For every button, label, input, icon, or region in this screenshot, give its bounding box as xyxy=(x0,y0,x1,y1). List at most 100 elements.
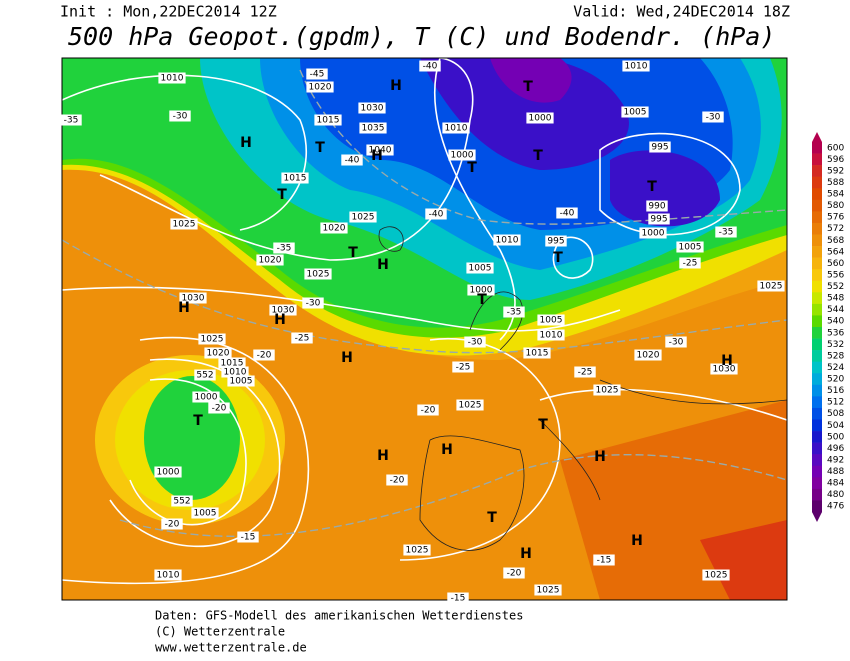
isoline-label: 1025 xyxy=(307,270,330,280)
isoline-label: 1010 xyxy=(445,124,468,134)
colorbar-label: 528 xyxy=(827,351,844,361)
isoline-label: -15 xyxy=(597,556,612,566)
footer-url: www.wetterzentrale.de xyxy=(155,641,307,655)
isoline-label: 1000 xyxy=(470,286,493,296)
pressure-center: H xyxy=(371,148,383,164)
colorbar-arrow-bottom xyxy=(812,512,822,522)
pressure-center: T xyxy=(523,79,533,95)
isoline-label: 1015 xyxy=(317,116,340,126)
isoline-label: -35 xyxy=(64,116,79,126)
map-label-box xyxy=(269,304,297,316)
map-label-box xyxy=(253,349,275,361)
colorbar-label: 480 xyxy=(827,490,844,500)
colorbar-cell xyxy=(812,257,822,270)
map-label-box xyxy=(204,347,232,359)
isoline-label: -25 xyxy=(295,334,310,344)
colorbar-cell xyxy=(812,280,822,293)
colorbar-label: 592 xyxy=(827,166,844,176)
isoline-label: 995 xyxy=(651,143,668,153)
isoline-label: 1005 xyxy=(540,316,563,326)
map-label-box xyxy=(304,268,332,280)
colorbar-label: 492 xyxy=(827,455,844,465)
isoline-label: 1020 xyxy=(309,83,332,93)
map-label-box xyxy=(169,110,191,122)
isoline-label: 1025 xyxy=(459,401,482,411)
isoline-label: 1010 xyxy=(625,62,648,72)
isoline-label: -40 xyxy=(345,156,360,166)
pressure-center: H xyxy=(341,350,353,366)
map-label-box xyxy=(679,257,701,269)
map-label-box xyxy=(192,391,220,403)
map-label-box xyxy=(574,366,596,378)
map-label-box xyxy=(467,284,495,296)
colorbar-label: 500 xyxy=(827,432,844,442)
map-label-box xyxy=(218,357,246,369)
map-label-box xyxy=(179,292,207,304)
pressure-center: H xyxy=(594,449,606,465)
pressure-center: H xyxy=(240,135,252,151)
map-label-box xyxy=(366,144,394,156)
colorbar-label: 572 xyxy=(827,224,844,234)
colorbar-label: 568 xyxy=(827,236,844,246)
colorbar-label: 584 xyxy=(827,190,844,200)
map-label-box xyxy=(537,314,565,326)
map-label-box xyxy=(523,347,551,359)
isoline-label: 1010 xyxy=(161,74,184,84)
pressure-center: H xyxy=(631,533,643,549)
isoline-label: 1025 xyxy=(596,386,619,396)
isoline-label: 1010 xyxy=(540,331,563,341)
pressure-center: T xyxy=(533,148,543,164)
colorbar-cell xyxy=(812,361,822,374)
colorbar-cell xyxy=(812,199,822,212)
isoline-label: -20 xyxy=(212,404,227,414)
map-label-box xyxy=(447,592,469,604)
map-label-box xyxy=(237,531,259,543)
isoline-label: 1015 xyxy=(526,349,549,359)
isoline-label: 1000 xyxy=(529,114,552,124)
isoline-label: 1000 xyxy=(642,229,665,239)
isoline-label: -40 xyxy=(560,209,575,219)
isoline-label: -15 xyxy=(241,533,256,543)
colorbar-label: 560 xyxy=(827,259,844,269)
map-label-box xyxy=(556,207,578,219)
isoline-label: -30 xyxy=(468,338,483,348)
isoline-label: 1030 xyxy=(713,365,736,375)
isoline-label: 1000 xyxy=(195,393,218,403)
pressure-center: H xyxy=(274,312,286,328)
map-label-box xyxy=(639,227,667,239)
isoline-label: 1005 xyxy=(679,243,702,253)
isoline-label: 990 xyxy=(648,202,665,212)
colorbar-label: 588 xyxy=(827,178,844,188)
map-label-box xyxy=(170,218,198,230)
isoline-label: -40 xyxy=(429,210,444,220)
colorbar-cell xyxy=(812,165,822,177)
colorbar-label: 580 xyxy=(827,201,844,211)
colorbar-cell xyxy=(812,211,822,224)
isoline-label: 1020 xyxy=(323,224,346,234)
isoline-label: -20 xyxy=(507,569,522,579)
map-label-box xyxy=(341,154,363,166)
map-label-box xyxy=(403,544,431,556)
colorbar-cell xyxy=(812,153,822,166)
isoline-label: -30 xyxy=(669,338,684,348)
pressure-center: T xyxy=(193,413,203,429)
isoline-label: 1010 xyxy=(224,368,247,378)
colorbar-cell xyxy=(812,419,822,432)
map-label-box xyxy=(221,366,249,378)
colorbar-cell xyxy=(812,246,822,258)
isoline-label: 1020 xyxy=(637,351,660,361)
map-label-box xyxy=(281,172,309,184)
map-label-box xyxy=(154,569,182,581)
isoline-label: 1010 xyxy=(157,571,180,581)
isoline-label: -20 xyxy=(390,476,405,486)
map-label-box xyxy=(456,399,484,411)
pressure-center: T xyxy=(348,245,358,261)
map-label-box xyxy=(314,114,342,126)
colorbar-label: 532 xyxy=(827,340,844,350)
isoline-label: 1020 xyxy=(207,349,230,359)
colorbar-label: 544 xyxy=(827,305,844,315)
colorbar-label: 564 xyxy=(827,247,844,257)
isoline-label: 1005 xyxy=(469,264,492,274)
map-label-box xyxy=(593,554,615,566)
pressure-center: T xyxy=(277,187,287,203)
